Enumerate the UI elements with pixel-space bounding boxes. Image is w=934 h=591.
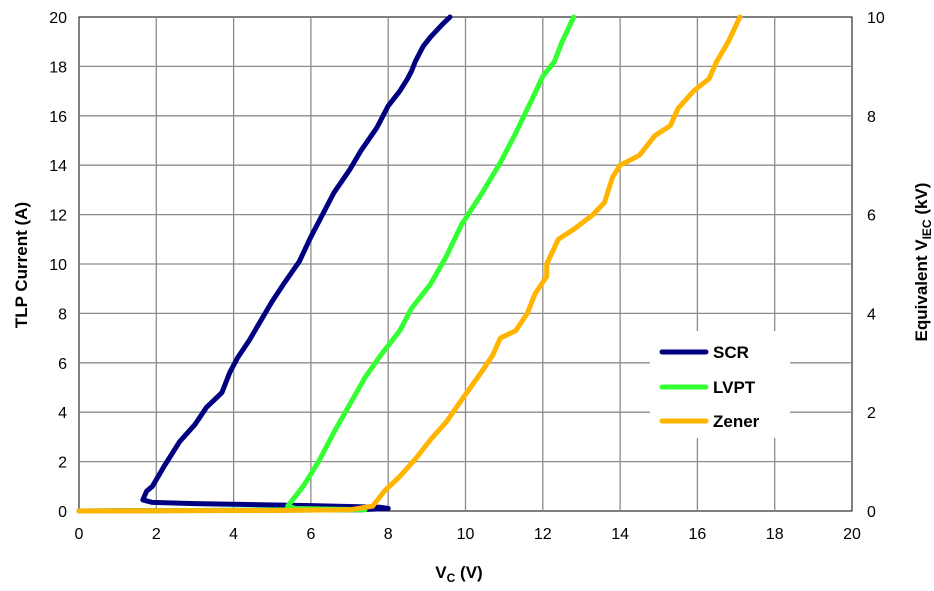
y-tick-label: 8 <box>58 306 67 323</box>
legend-label-lvpt: LVPT <box>713 378 756 397</box>
x-tick-label: 4 <box>229 526 238 543</box>
x-tick-label: 14 <box>611 526 629 543</box>
legend-label-zener: Zener <box>713 412 760 431</box>
y-tick-label: 18 <box>49 59 67 76</box>
y-axis-title: TLP Current (A) <box>12 202 31 328</box>
x-tick-label: 20 <box>843 526 861 543</box>
x-tick-label: 12 <box>534 526 552 543</box>
y2-tick-label: 10 <box>867 10 885 27</box>
y-tick-label: 2 <box>58 455 67 472</box>
y-tick-label: 12 <box>49 208 67 225</box>
grid-lines <box>79 17 852 511</box>
y2-tick-label: 2 <box>867 405 876 422</box>
tick-labels: 0 2 4 6 8 10 12 14 16 18 20 0 2 4 6 8 10 12 14 16 18 20 0 2 4 6 8 1… <box>49 10 885 543</box>
y-tick-label: 20 <box>49 10 67 27</box>
y2-tick-label: 6 <box>867 208 876 225</box>
x-tick-label: 2 <box>152 526 161 543</box>
y2-axis-title-subscript: IEC <box>920 219 934 239</box>
legend-item-scr: SCR <box>659 343 749 362</box>
legend-label-scr: SCR <box>713 343 749 362</box>
y-tick-label: 16 <box>49 109 67 126</box>
x-tick-label: 6 <box>306 526 315 543</box>
legend-item-zener: Zener <box>659 412 760 431</box>
series-line-zener <box>76 14 743 514</box>
y2-tick-label: 8 <box>867 109 876 126</box>
x-axis-title-subscript: C <box>447 571 456 585</box>
y2-axis-title: Equivalent VIEC (kV) <box>912 183 934 342</box>
series-lines <box>76 14 743 514</box>
y-tick-label: 0 <box>58 504 67 521</box>
x-tick-label: 0 <box>75 526 84 543</box>
y2-tick-label: 4 <box>867 306 876 323</box>
y-tick-label: 4 <box>58 405 67 422</box>
y-tick-label: 10 <box>49 257 67 274</box>
legend: SCR LVPT Zener <box>650 331 790 438</box>
x-axis-title: VC (V) <box>435 563 482 585</box>
y-tick-label: 14 <box>49 158 67 175</box>
x-tick-label: 18 <box>766 526 784 543</box>
legend-item-lvpt: LVPT <box>659 378 756 397</box>
x-tick-label: 16 <box>689 526 707 543</box>
y-tick-label: 6 <box>58 356 67 373</box>
y2-tick-label: 0 <box>867 504 876 521</box>
x-tick-label: 10 <box>457 526 475 543</box>
series-line-scr <box>76 14 453 514</box>
x-tick-label: 8 <box>384 526 393 543</box>
